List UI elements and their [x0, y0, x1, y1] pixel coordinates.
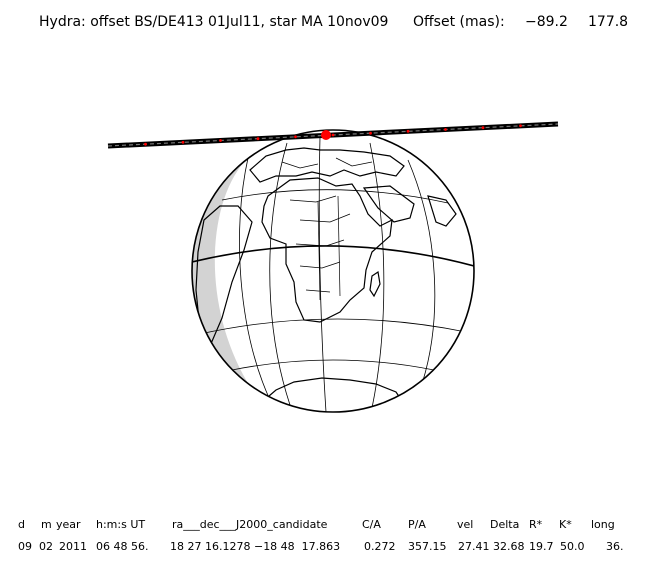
meridian-line: [369, 142, 385, 409]
col-header-time: h:m:s UT: [96, 518, 146, 531]
track-marker: [256, 137, 260, 141]
offset-y-value: 177.8: [588, 14, 629, 30]
equator-line: [192, 245, 474, 267]
night-terminator-shade: [192, 140, 262, 404]
col-header-kstar: K*: [559, 518, 572, 531]
value-month: 02: [39, 540, 53, 553]
africa-coastline: [261, 177, 393, 323]
value-kstar: 50.0: [560, 540, 585, 553]
col-header-month: m: [41, 518, 52, 531]
parallel-line: [221, 189, 449, 204]
track-marker: [219, 139, 222, 142]
track-marker: [444, 128, 447, 131]
track-marker: [294, 135, 297, 139]
col-header-ca: C/A: [362, 518, 381, 531]
track-marker: [481, 126, 485, 130]
col-header-delta: Delta: [490, 518, 520, 531]
plot-title: Hydra: offset BS/DE413 01Jul11, star MA …: [0, 14, 645, 34]
track-marker: [406, 129, 410, 133]
col-header-long: long: [591, 518, 615, 531]
value-day: 09: [18, 540, 32, 553]
offset-x-value: −89.2: [525, 14, 568, 30]
value-time: 06 48 56.: [96, 540, 149, 553]
india-coastline: [427, 195, 457, 227]
value-radec: 18 27 16.1278 −18 48 17.863: [170, 540, 341, 553]
col-header-vel: vel: [457, 518, 474, 531]
col-header-radec: ra___dec___J2000_candidate: [172, 518, 328, 531]
offset-label: Offset (mas):: [413, 14, 505, 30]
country-borders: [281, 157, 373, 301]
col-header-rstar: R*: [529, 518, 543, 531]
value-vel: 27.41: [458, 540, 490, 553]
value-long: 36.: [606, 540, 624, 553]
track-markers: [144, 124, 522, 146]
closest-approach-point: [321, 130, 331, 140]
meridian-line: [407, 159, 436, 391]
globe-outline: [191, 129, 475, 413]
col-header-pa: P/A: [408, 518, 426, 531]
value-pa: 357.15: [408, 540, 447, 553]
col-header-day: d: [18, 518, 25, 531]
value-ca: 0.272: [364, 540, 396, 553]
value-year: 2011: [59, 540, 87, 553]
event-data-table: d m year h:m:s UT ra___dec___J2000_candi…: [0, 516, 645, 560]
track-marker: [144, 142, 147, 146]
meridian-line: [269, 142, 291, 406]
value-delta: 32.68: [493, 540, 525, 553]
europe-coastline: [249, 147, 405, 183]
value-rstar: 19.7: [529, 540, 554, 553]
madagascar-coastline: [369, 270, 381, 298]
track-marker: [331, 133, 335, 137]
globe-disk: [192, 130, 474, 412]
track-marker: [519, 124, 522, 128]
arabia-coastline: [362, 185, 415, 223]
title-text: Hydra: offset BS/DE413 01Jul11, star MA …: [39, 14, 389, 30]
track-marker: [369, 131, 372, 135]
parallel-line: [199, 318, 467, 335]
track-marker: [181, 140, 185, 144]
parallel-line: [231, 359, 435, 371]
meridian-line: [318, 136, 327, 412]
south-america-coastline: [195, 205, 253, 348]
col-header-year: year: [56, 518, 81, 531]
meridian-line: [239, 157, 271, 401]
